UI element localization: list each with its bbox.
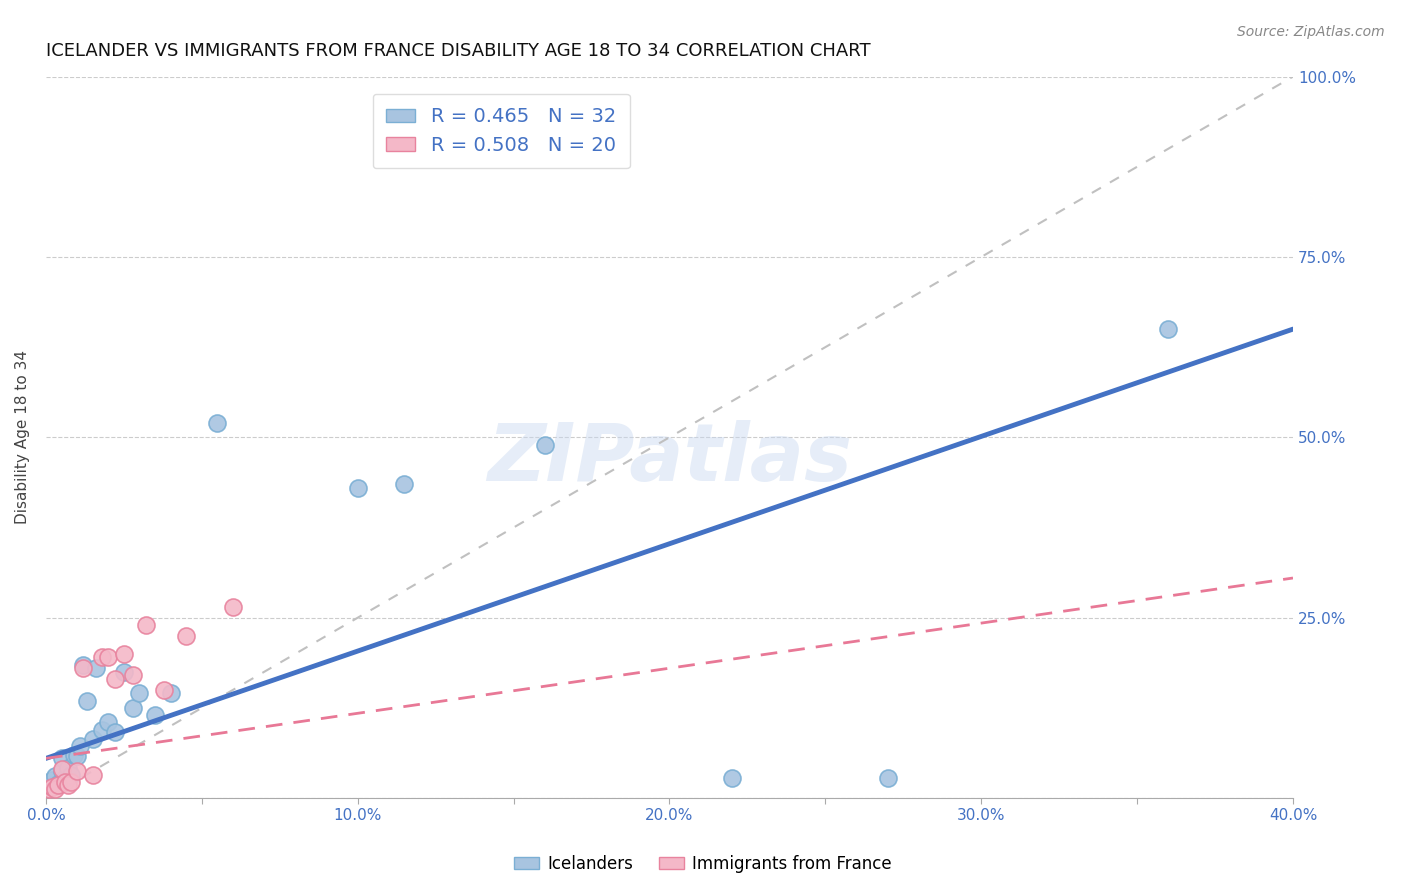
Point	[48, 778, 70, 792]
Point	[44, 782, 66, 797]
Point	[53, 771, 76, 785]
Point	[51, 751, 73, 765]
Point	[44, 769, 66, 783]
Point	[143, 708, 166, 723]
Point	[48, 777, 70, 791]
Point	[103, 672, 125, 686]
Point	[82, 731, 104, 746]
Legend: Icelanders, Immigrants from France: Icelanders, Immigrants from France	[508, 848, 898, 880]
Point	[41, 780, 63, 795]
Point	[72, 657, 94, 672]
Point	[84, 661, 107, 675]
Point	[103, 724, 125, 739]
Point	[222, 599, 245, 614]
Point	[721, 771, 744, 785]
Y-axis label: Disability Age 18 to 34: Disability Age 18 to 34	[15, 351, 30, 524]
Point	[59, 775, 82, 789]
Point	[533, 437, 555, 451]
Point	[76, 693, 98, 707]
Point	[97, 650, 120, 665]
Point	[135, 618, 157, 632]
Point	[38, 777, 60, 791]
Text: Source: ZipAtlas.com: Source: ZipAtlas.com	[1237, 25, 1385, 39]
Point	[63, 747, 86, 762]
Point	[1157, 322, 1180, 336]
Point	[112, 665, 135, 679]
Point	[72, 661, 94, 675]
Point	[97, 715, 120, 730]
Legend: R = 0.465   N = 32, R = 0.508   N = 20: R = 0.465 N = 32, R = 0.508 N = 20	[373, 94, 630, 169]
Point	[876, 771, 898, 785]
Point	[66, 764, 89, 778]
Point	[112, 647, 135, 661]
Point	[41, 772, 63, 787]
Point	[44, 778, 66, 792]
Point	[51, 762, 73, 776]
Point	[159, 686, 181, 700]
Point	[91, 723, 114, 737]
Point	[66, 749, 89, 764]
Point	[82, 768, 104, 782]
Point	[56, 778, 79, 792]
Point	[394, 477, 416, 491]
Point	[122, 668, 145, 682]
Point	[38, 782, 60, 797]
Point	[91, 650, 114, 665]
Point	[53, 775, 76, 789]
Text: ICELANDER VS IMMIGRANTS FROM FRANCE DISABILITY AGE 18 TO 34 CORRELATION CHART: ICELANDER VS IMMIGRANTS FROM FRANCE DISA…	[46, 42, 870, 60]
Point	[56, 761, 79, 775]
Text: ZIPatlas: ZIPatlas	[486, 420, 852, 498]
Point	[153, 682, 176, 697]
Point	[346, 481, 368, 495]
Point	[207, 416, 229, 430]
Point	[51, 764, 73, 778]
Point	[174, 629, 197, 643]
Point	[59, 768, 82, 782]
Point	[122, 701, 145, 715]
Point	[69, 739, 91, 753]
Point	[128, 686, 150, 700]
